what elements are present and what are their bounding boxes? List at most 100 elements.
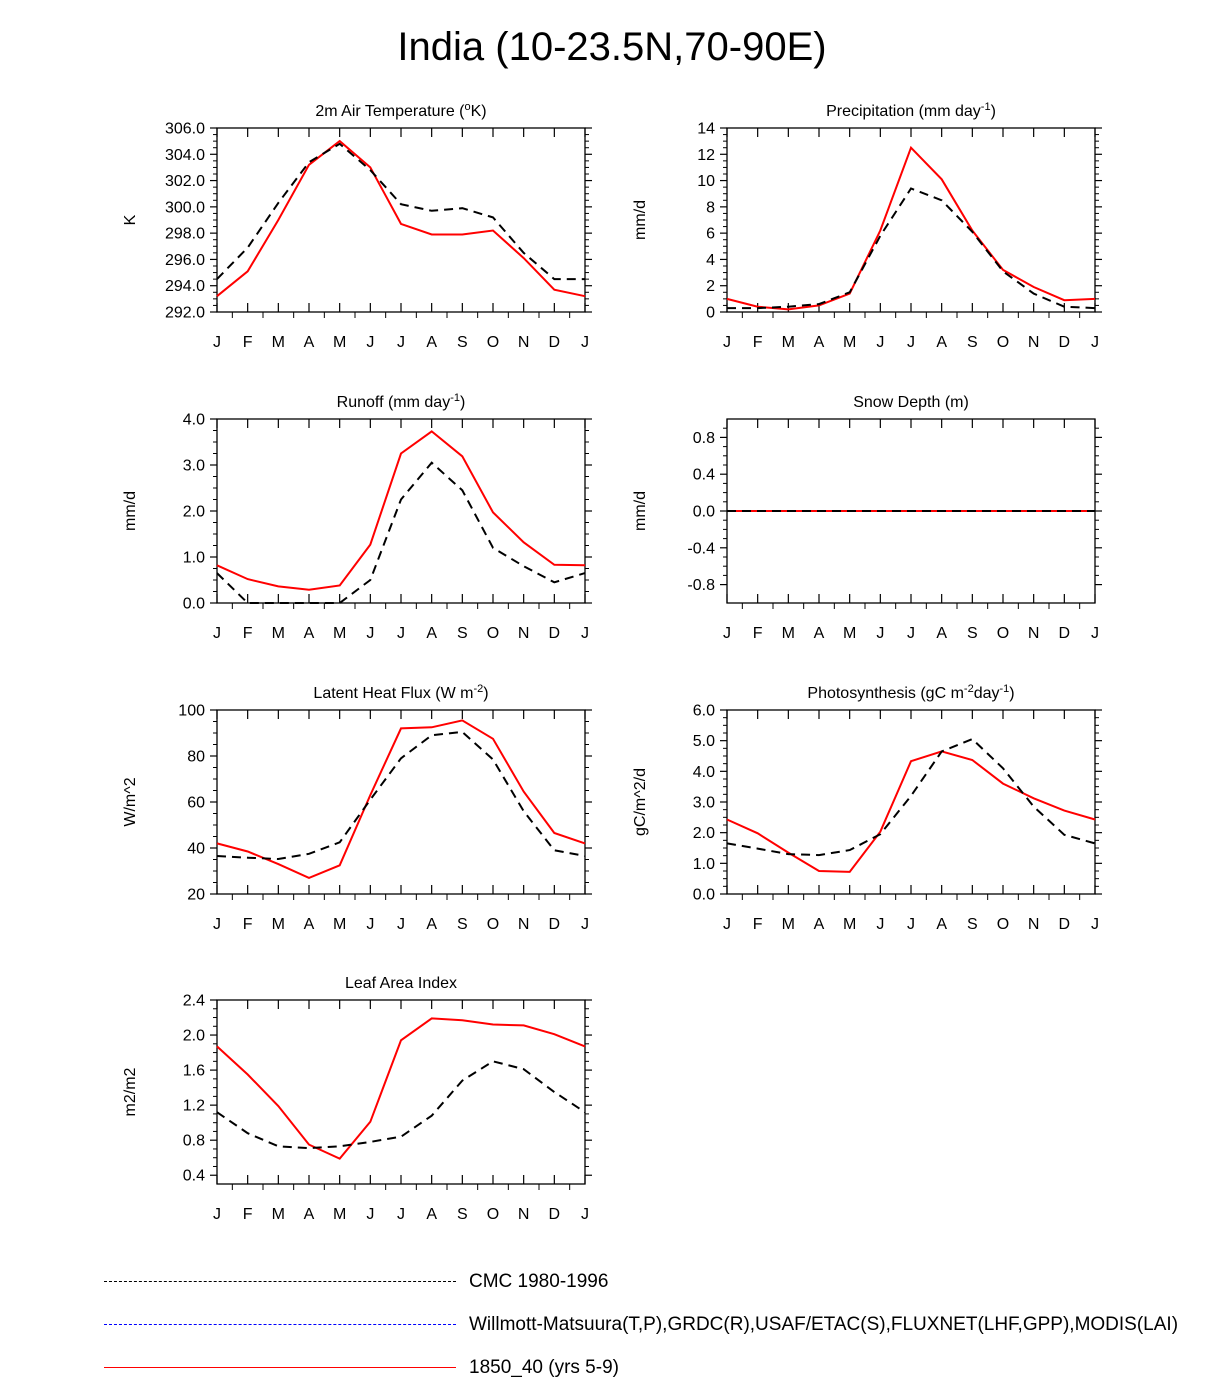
x-tick-label: M <box>333 625 346 642</box>
x-tick-label: A <box>304 334 315 351</box>
x-tick-label: S <box>457 1206 468 1223</box>
x-tick-label: O <box>997 625 1009 642</box>
y-tick-label: 2.0 <box>183 504 205 521</box>
legend: CMC 1980-1996 Willmott-Matsuura(T,P),GRD… <box>0 1262 1224 1379</box>
x-tick-label: M <box>333 916 346 933</box>
x-tick-label: J <box>876 625 884 642</box>
y-tick-label: 1.0 <box>183 550 205 567</box>
x-tick-label: A <box>936 916 947 933</box>
legend-swatch-cmc <box>104 1281 456 1282</box>
y-tick-label: 6.0 <box>693 703 715 720</box>
x-tick-label: M <box>272 625 285 642</box>
x-tick-label: D <box>1059 334 1071 351</box>
x-tick-label: J <box>213 625 221 642</box>
x-tick-label: M <box>333 334 346 351</box>
x-tick-label: J <box>1091 916 1099 933</box>
x-tick-label: J <box>366 334 374 351</box>
x-tick-label: D <box>1059 916 1071 933</box>
x-tick-label: S <box>967 916 978 933</box>
x-tick-label: J <box>397 625 405 642</box>
x-tick-label: J <box>907 334 915 351</box>
y-tick-label: -0.8 <box>687 577 715 594</box>
x-tick-label: J <box>723 916 731 933</box>
x-tick-label: J <box>366 916 374 933</box>
x-tick-label: J <box>581 1206 589 1223</box>
panel-latent-heat: Latent Heat Flux (W m-2) W/m^2 J F M A M J J A S O N… <box>122 683 592 933</box>
x-tick-label: F <box>753 625 763 642</box>
x-tick-label: F <box>753 334 763 351</box>
x-tick-label: M <box>843 916 856 933</box>
x-tick-label: D <box>549 916 561 933</box>
panel-title: Runoff (mm day-1) <box>337 392 466 411</box>
y-tick-label: 292.0 <box>165 305 205 322</box>
x-tick-label: F <box>243 1206 253 1223</box>
panel-title: 2m Air Temperature (oK) <box>315 101 486 120</box>
plot-frame <box>216 709 586 895</box>
legend-label-obs: Willmott-Matsuura(T,P),GRDC(R),USAF/ETAC… <box>469 1314 1179 1335</box>
y-tick-label: 10 <box>697 173 715 190</box>
series-line-cmc <box>216 142 585 281</box>
x-tick-label: M <box>333 1206 346 1223</box>
x-tick-label: J <box>723 334 731 351</box>
x-tick-label: J <box>581 916 589 933</box>
series-line-model <box>216 430 586 591</box>
x-tick-label: S <box>457 625 468 642</box>
x-tick-label: S <box>457 334 468 351</box>
y-axis-label: K <box>122 214 139 225</box>
plot-frame <box>216 127 586 313</box>
x-tick-label: A <box>936 625 947 642</box>
series-line-cmc <box>216 1060 586 1150</box>
x-tick-label: M <box>843 625 856 642</box>
panel-runoff: Runoff (mm day-1) mm/d J F M A M J J A S O N D J 0.0 1.0… <box>122 392 592 642</box>
legend-swatch-obs <box>104 1324 456 1325</box>
x-tick-label: O <box>487 1206 499 1223</box>
y-tick-label: 0.8 <box>693 430 715 447</box>
plot-frame <box>726 127 1096 313</box>
series-line-model <box>216 1017 586 1160</box>
panel-title: Precipitation (mm day-1) <box>826 101 996 120</box>
series-line-cmc <box>726 737 1096 857</box>
x-tick-label: A <box>304 625 315 642</box>
y-axis-label: mm/d <box>632 200 649 240</box>
series-line-cmc <box>216 730 586 861</box>
legend-swatch-model <box>104 1367 456 1368</box>
legend-label-model: 1850_40 (yrs 5-9) <box>469 1357 619 1378</box>
panel-snow-depth: Snow Depth (m) mm/d J F M A M J J A S O N D J -0.8 -0.4 0… <box>632 394 1102 642</box>
x-tick-label: N <box>518 1206 530 1223</box>
series-line-model <box>216 139 586 298</box>
x-tick-label: J <box>876 334 884 351</box>
y-tick-label: 4 <box>706 252 715 269</box>
plot-frame <box>216 418 586 604</box>
y-tick-label: 4.0 <box>693 764 715 781</box>
x-tick-label: J <box>213 334 221 351</box>
y-tick-label: 20 <box>187 887 205 904</box>
y-tick-label: 80 <box>187 749 205 766</box>
x-tick-label: M <box>782 625 795 642</box>
panel-title: Photosynthesis (gC m-2day-1) <box>807 683 1014 702</box>
legend-label-cmc: CMC 1980-1996 <box>469 1271 609 1292</box>
y-tick-label: 2.0 <box>693 825 715 842</box>
x-tick-label: O <box>997 916 1009 933</box>
x-tick-label: J <box>397 1206 405 1223</box>
panel-precipitation: Precipitation (mm day-1) mm/d J F M A M J J A S O N D… <box>632 101 1102 351</box>
series-line-model <box>726 145 1096 311</box>
y-tick-label: 306.0 <box>165 121 205 138</box>
series-line-model <box>726 750 1096 873</box>
x-tick-label: A <box>304 916 315 933</box>
x-tick-label: A <box>426 1206 437 1223</box>
y-tick-label: 0.0 <box>693 504 715 521</box>
y-tick-label: 8 <box>706 199 715 216</box>
y-tick-label: 302.0 <box>165 173 205 190</box>
x-tick-label: M <box>843 334 856 351</box>
y-tick-label: 0.0 <box>183 596 205 613</box>
x-tick-label: A <box>814 625 825 642</box>
y-axis-label: mm/d <box>122 491 139 531</box>
y-tick-label: 5.0 <box>693 733 715 750</box>
x-tick-label: N <box>518 916 530 933</box>
x-tick-label: F <box>243 916 253 933</box>
y-tick-label: 40 <box>187 841 205 858</box>
x-tick-label: A <box>304 1206 315 1223</box>
x-tick-label: D <box>549 334 561 351</box>
y-tick-label: 2.0 <box>183 1028 205 1045</box>
x-tick-label: O <box>997 334 1009 351</box>
